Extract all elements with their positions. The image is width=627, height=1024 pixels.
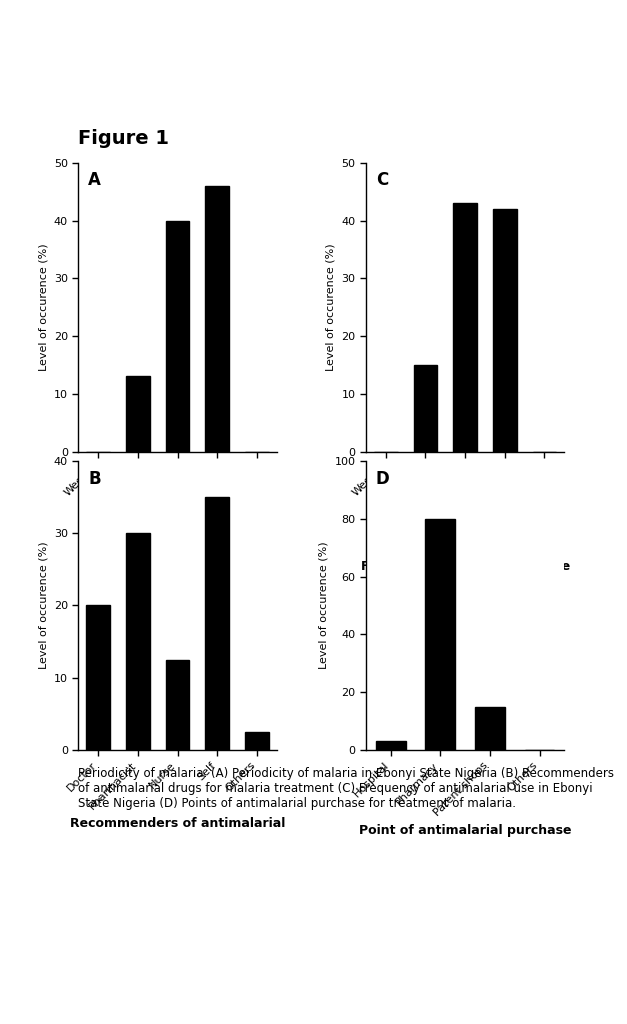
Bar	[126, 534, 150, 750]
Bar	[205, 186, 229, 452]
Bar	[166, 220, 189, 452]
X-axis label: Recommenders of antimalarial: Recommenders of antimalarial	[70, 817, 285, 829]
Bar	[426, 519, 455, 750]
Bar	[87, 605, 110, 750]
Bar	[205, 498, 229, 750]
Y-axis label: Level of occurence (%): Level of occurence (%)	[38, 542, 48, 670]
Bar	[453, 203, 477, 452]
Bar	[126, 377, 150, 452]
X-axis label: Point of antimalarial purchase: Point of antimalarial purchase	[359, 823, 571, 837]
Text: Periodicity of malaria. (A) Periodicity of malaria in Ebonyi State Nigeria (B) R: Periodicity of malaria. (A) Periodicity …	[78, 767, 614, 810]
Text: B: B	[88, 470, 101, 487]
X-axis label: Frequency of antimalarial use: Frequency of antimalarial use	[361, 560, 570, 573]
X-axis label: Periodicity of malaria: Periodicity of malaria	[102, 557, 253, 570]
Bar	[166, 659, 189, 750]
Bar	[414, 365, 438, 452]
Y-axis label: Level of occurence (%): Level of occurence (%)	[38, 244, 48, 371]
Text: A: A	[88, 171, 101, 189]
Bar	[493, 209, 517, 452]
Bar	[475, 707, 505, 750]
Y-axis label: Level of occurence (%): Level of occurence (%)	[326, 244, 336, 371]
Bar	[376, 741, 406, 750]
Text: Figure 1: Figure 1	[78, 129, 169, 147]
Text: D: D	[376, 470, 389, 487]
Text: C: C	[376, 171, 388, 189]
Y-axis label: Level of occurence (%): Level of occurence (%)	[319, 542, 329, 670]
Bar	[245, 732, 269, 750]
